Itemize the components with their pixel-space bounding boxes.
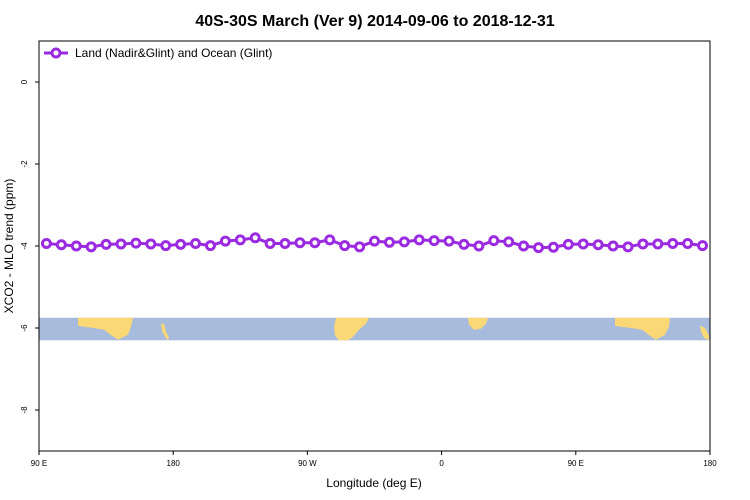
data-point	[40, 238, 52, 250]
data-point	[145, 238, 157, 250]
map-land	[161, 323, 169, 341]
x-tick-label: 90 W	[298, 459, 317, 468]
x-tick-label: 180	[703, 459, 717, 468]
data-point	[160, 240, 172, 252]
data-point	[458, 238, 470, 250]
y-axis-label: XCO2 - MLO trend (ppm)	[2, 179, 16, 314]
map-land	[615, 317, 670, 340]
data-point	[398, 236, 410, 248]
data-point	[547, 241, 559, 253]
x-tick-label: 90 E	[568, 459, 584, 468]
data-point	[473, 240, 485, 252]
data-point	[682, 238, 694, 250]
data-point	[190, 238, 202, 250]
data-point	[443, 235, 455, 247]
data-point	[294, 237, 306, 249]
data-point	[607, 240, 619, 252]
data-point	[175, 238, 187, 250]
data-point	[130, 237, 142, 249]
data-point	[369, 235, 380, 247]
map-land	[700, 325, 709, 341]
x-axis-label: Longitude (deg E)	[326, 476, 421, 490]
chart-title: 40S-30S March (Ver 9) 2014-09-06 to 2018…	[195, 13, 554, 30]
data-point	[264, 238, 276, 250]
data-point	[592, 239, 604, 251]
x-axis: 90 E 180 90 W 0 90 E 180	[31, 451, 717, 468]
data-point	[622, 241, 634, 253]
data-point	[637, 238, 649, 250]
legend: Land (Nadir&Glint) and Ocean (Glint)	[44, 46, 272, 60]
data-point	[354, 241, 366, 253]
data-point	[652, 238, 664, 250]
data-point	[100, 238, 112, 250]
data-point	[234, 234, 246, 246]
data-point	[518, 240, 530, 252]
data-point	[339, 240, 351, 252]
data-point	[219, 235, 231, 247]
data-point	[204, 240, 216, 252]
legend-marker	[50, 47, 62, 59]
x-tick-label: 90 E	[31, 459, 47, 468]
data-point	[667, 238, 679, 250]
map-land	[78, 317, 133, 340]
y-tick-label: -8	[20, 406, 29, 414]
data-point	[324, 234, 336, 246]
data-point	[279, 238, 291, 250]
data-point	[115, 238, 127, 250]
data-point	[488, 235, 500, 247]
y-tick-label: -2	[20, 160, 29, 168]
legend-label: Land (Nadir&Glint) and Ocean (Glint)	[75, 46, 272, 60]
data-point	[85, 241, 97, 253]
data-point	[697, 240, 709, 252]
data-point	[413, 234, 425, 246]
x-tick-label: 0	[439, 459, 444, 468]
y-tick-label: -4	[20, 242, 29, 250]
map-land	[468, 317, 488, 330]
map-strip	[39, 317, 710, 341]
data-point	[503, 236, 515, 248]
series-layer	[40, 232, 709, 254]
data-point	[428, 235, 440, 247]
data-point	[309, 237, 321, 249]
map-ocean	[39, 317, 710, 341]
y-tick-label: 0	[20, 79, 29, 84]
y-axis: 0 -2 -4 -6 -8	[20, 79, 39, 414]
data-point	[249, 232, 261, 244]
y-tick-label: -6	[20, 324, 29, 332]
map-land	[334, 317, 369, 341]
data-point	[562, 238, 574, 250]
x-tick-label: 180	[167, 459, 181, 468]
data-point	[383, 236, 395, 248]
data-point	[533, 242, 545, 254]
data-point	[55, 239, 67, 251]
data-point	[70, 240, 82, 252]
data-point	[577, 238, 589, 250]
